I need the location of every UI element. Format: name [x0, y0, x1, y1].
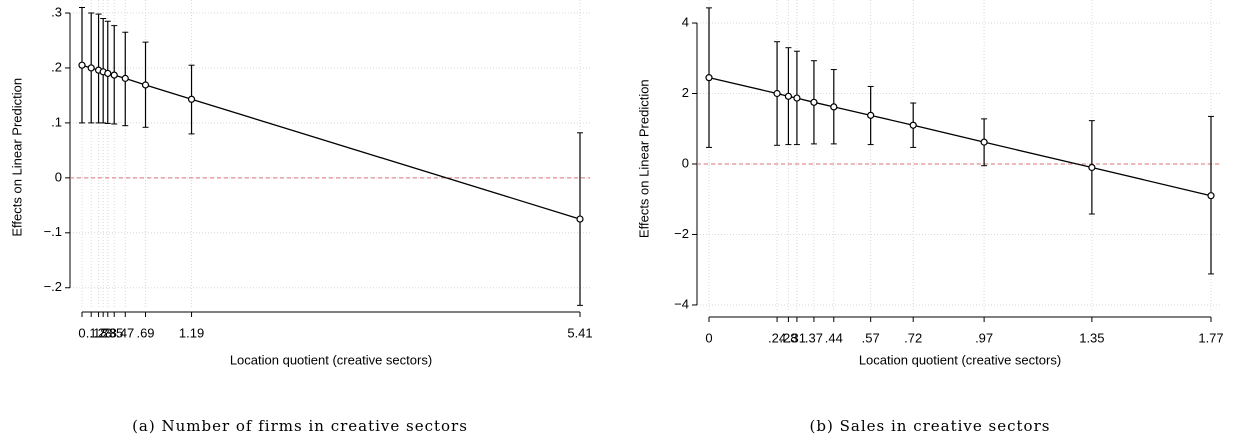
x-tick-label: .37: [805, 330, 823, 345]
point: [1207, 192, 1215, 200]
y-tick-label: .2: [51, 59, 62, 74]
x-axis-title: Location quotient (creative sectors): [230, 352, 432, 367]
x-tick-label: .24: [768, 330, 786, 345]
x-tick-label: .31: [788, 330, 806, 345]
point: [1088, 163, 1096, 172]
y-tick-label: −2: [674, 226, 689, 241]
y-tick-label: −.1: [44, 224, 62, 239]
x-tick-label: .23: [94, 325, 112, 340]
x-tick-label: 1.35: [1079, 330, 1104, 345]
point: [187, 95, 196, 103]
x-tick-label: .97: [975, 330, 993, 345]
y-tick-label: 0: [682, 155, 689, 170]
x-tick-label: .69: [136, 325, 154, 340]
x-tick-label: .35: [105, 325, 123, 340]
x-tick-label: .28: [99, 325, 117, 340]
x-tick-label: .57: [862, 330, 880, 345]
x-tick-label: 5.41: [567, 325, 592, 340]
x-tick-label: .18: [90, 325, 108, 340]
x-tick-label: 1.19: [179, 325, 204, 340]
y-axis-title: Effects on Linear Prediction: [9, 78, 24, 237]
point: [980, 138, 988, 146]
point: [773, 89, 781, 98]
point: [141, 81, 150, 89]
x-tick-label: .1: [86, 325, 97, 340]
y-tick-label: −4: [674, 296, 689, 311]
y-tick-label: .1: [51, 114, 62, 129]
point: [705, 74, 713, 82]
y-tick-label: 2: [682, 85, 689, 100]
point: [867, 111, 875, 119]
y-tick-label: −.2: [44, 279, 62, 294]
point: [110, 71, 118, 79]
x-axis-title: Location quotient (creative sectors): [859, 352, 1061, 367]
y-tick-label: .3: [51, 4, 62, 19]
point: [810, 98, 818, 106]
y-tick-label: 4: [682, 14, 689, 29]
x-tick-label: .44: [825, 330, 843, 345]
x-tick-label: .72: [904, 330, 922, 345]
point: [121, 74, 129, 82]
caption: (a) Number of firms in creative sectors: [132, 417, 468, 435]
point: [830, 103, 838, 111]
point: [87, 64, 95, 72]
x-tick-label: .28: [779, 330, 797, 345]
x-tick-label: 1.77: [1198, 330, 1223, 345]
point: [909, 121, 917, 129]
caption: (b) Sales in creative sectors: [810, 417, 1051, 435]
point: [793, 94, 801, 102]
effect-line: [81, 64, 581, 220]
x-tick-label: .47: [116, 325, 134, 340]
point: [576, 215, 584, 223]
point: [784, 92, 793, 100]
y-tick-label: 0: [55, 169, 62, 184]
point: [104, 69, 112, 78]
y-axis-title: Effects on Linear Prediction: [636, 79, 651, 238]
effect-line: [708, 77, 1212, 197]
point: [78, 61, 86, 69]
x-tick-label: 0: [78, 325, 85, 340]
x-tick-label: 0: [705, 330, 712, 345]
